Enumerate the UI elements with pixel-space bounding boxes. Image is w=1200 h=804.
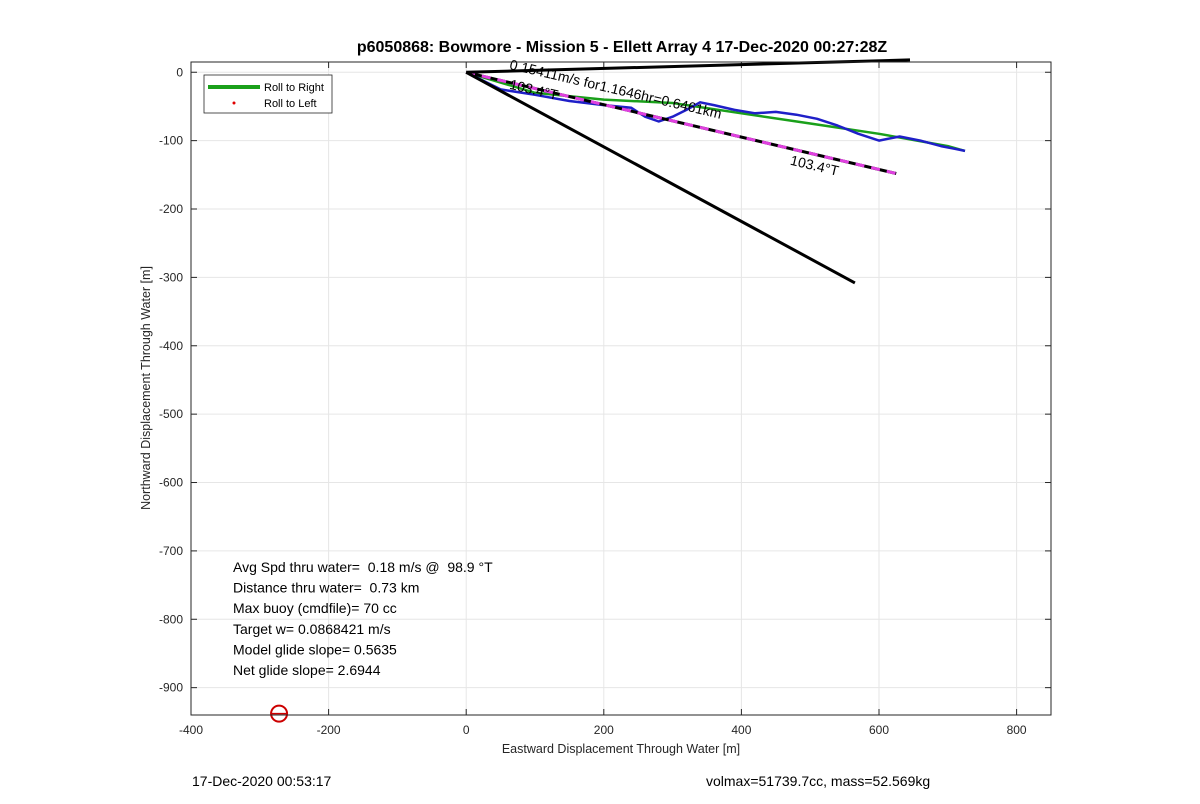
footer-params: volmax=51739.7cc, mass=52.569kg: [706, 773, 931, 789]
chart-title: p6050868: Bowmore - Mission 5 - Ellett A…: [357, 39, 888, 56]
y-tick-label: -200: [159, 202, 183, 216]
stats-line: Max buoy (cmdfile)= 70 cc: [233, 600, 397, 616]
legend: Roll to Right Roll to Left: [203, 74, 333, 114]
y-tick-label: -800: [159, 612, 183, 626]
stats-line: Model glide slope= 0.5635: [233, 641, 397, 657]
legend-box: [203, 74, 333, 114]
stats-line: Net glide slope= 2.6944: [233, 662, 381, 678]
y-tick-label: -600: [159, 476, 183, 490]
stats-block: Avg Spd thru water= 0.18 m/s @ 98.9 °T Di…: [233, 559, 493, 678]
markers: [270, 704, 289, 723]
x-tick-label: 800: [1007, 723, 1027, 737]
legend-swatch-roll-left: [232, 101, 236, 105]
footer-timestamp: 17-Dec-2020 00:53:17: [192, 773, 332, 789]
x-tick-label: 600: [869, 723, 889, 737]
axis-ticks: -400 -200 0 200 400 600 800 0 -100 -200 -300 -400 -5…: [159, 62, 1051, 737]
legend-label-roll-right: Roll to Right: [264, 82, 324, 94]
y-tick-label: -900: [159, 681, 183, 695]
axes-box: [190, 61, 1052, 716]
legend-label-roll-left: Roll to Left: [264, 98, 317, 110]
x-tick-label: -200: [317, 723, 341, 737]
y-tick-label: 0: [176, 65, 183, 79]
y-tick-label: -300: [159, 270, 183, 284]
y-tick-label: -100: [159, 134, 183, 148]
x-tick-label: 0: [463, 723, 470, 737]
y-axis-label: Northward Displacement Through Water [m]: [139, 266, 153, 510]
y-tick-label: -400: [159, 339, 183, 353]
x-tick-label: 400: [731, 723, 751, 737]
x-tick-label: 200: [594, 723, 614, 737]
x-axis-label: Eastward Displacement Through Water [m]: [502, 742, 740, 756]
stats-line: Distance thru water= 0.73 km: [233, 580, 419, 596]
y-tick-label: -500: [159, 407, 183, 421]
series-line-4: [465, 70, 856, 285]
heading-line: [465, 70, 897, 175]
y-tick-label: -700: [159, 544, 183, 558]
stats-line: Target w= 0.0868421 m/s: [233, 621, 391, 637]
x-tick-label: -400: [179, 723, 203, 737]
annotation-2: 103.4°T: [789, 152, 841, 179]
annotations: 0.15411m/s for1.1646hr=0.6461km103.4°T10…: [508, 56, 841, 179]
grid-lines: [190, 62, 1051, 715]
stats-line: Avg Spd thru water= 0.18 m/s @ 98.9 °T: [233, 559, 493, 575]
